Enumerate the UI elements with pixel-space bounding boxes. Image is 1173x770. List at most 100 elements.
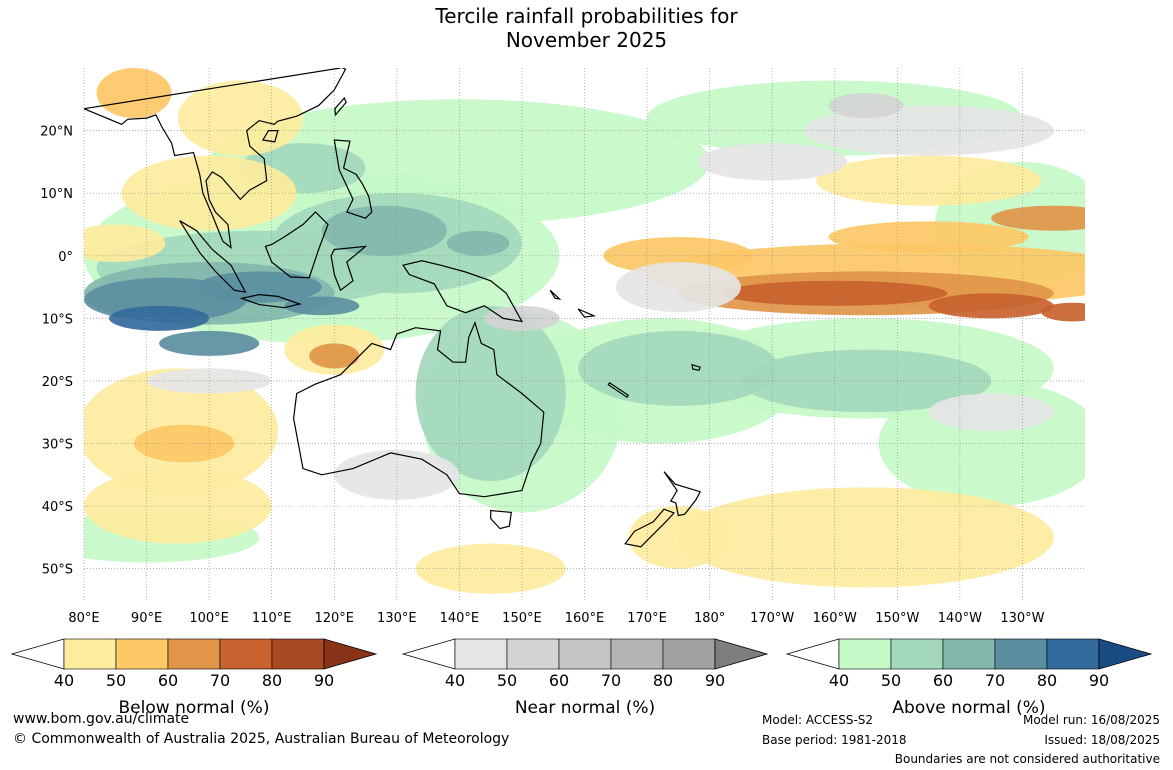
asia-coast	[84, 68, 347, 249]
legend-tick-label: 60	[158, 671, 178, 690]
legend-swatch	[558, 638, 612, 670]
legend-swatch	[662, 638, 716, 670]
base-period: Base period: 1981-2018	[762, 733, 907, 747]
bougainville-coast	[549, 289, 562, 300]
issued-date: Issued: 18/08/2025	[1044, 733, 1160, 747]
legend-swatch	[890, 638, 944, 670]
solomon-coast	[577, 308, 597, 318]
longitude-label: 150°W	[875, 611, 919, 626]
longitude-label: 170°E	[627, 611, 667, 626]
probability-field	[84, 68, 1085, 600]
legend-tick-label: 90	[705, 671, 725, 690]
legends: 40 50 60 70 80 90 Below normal (%) 40 50 60 70 80 90…	[10, 638, 1153, 718]
longitude-label: 130°W	[1000, 611, 1044, 626]
latitude-label: 40°S	[42, 500, 73, 515]
longitude-label: 110°E	[252, 611, 292, 626]
hainan-coast	[261, 130, 279, 143]
legend-tick-label: 60	[549, 671, 569, 690]
fiji-coast	[691, 363, 701, 371]
legend-tick-label: 40	[829, 671, 849, 690]
legend-tick-label: 40	[445, 671, 465, 690]
longitude-label: 140°W	[938, 611, 982, 626]
longitude-label: 160°E	[565, 611, 605, 626]
legend-swatch	[115, 638, 169, 670]
legend-tick-label: 40	[54, 671, 74, 690]
java-coast	[239, 293, 302, 309]
latitude-label: 20°S	[42, 375, 73, 390]
chart-title: Tercile rainfall probabilities for Novem…	[0, 4, 1173, 52]
legend-arrow-left	[10, 638, 65, 670]
legend-tick-label: 50	[881, 671, 901, 690]
legend-swatch	[1046, 638, 1100, 670]
latitude-label: 10°N	[40, 187, 73, 202]
legend-tick-label: 80	[1037, 671, 1057, 690]
longitude-label: 120°E	[314, 611, 354, 626]
longitude-label: 150°E	[502, 611, 542, 626]
longitude-labels: 80°E 90°E 100°E 110°E 120°E 130°E 140°E 150°E 16…	[68, 611, 1044, 626]
legend-arrow-left	[401, 638, 456, 670]
philippines-coast	[333, 139, 373, 219]
legend-swatch	[219, 638, 273, 670]
longitude-label: 80°E	[68, 611, 99, 626]
nz-south-island-coast	[624, 508, 676, 548]
sumatra-coast	[179, 220, 247, 293]
legend-tick-label: 70	[601, 671, 621, 690]
legend-swatch	[942, 638, 996, 670]
model-run: Model run: 16/08/2025	[1022, 713, 1160, 727]
legend-title: Above normal (%)	[892, 698, 1045, 718]
legend-swatch	[610, 638, 664, 670]
legend-tick-label: 50	[497, 671, 517, 690]
tasmania-coast	[490, 509, 512, 530]
longitude-label: 180°	[694, 611, 725, 626]
legend-arrow-left	[785, 638, 840, 670]
borneo-coast	[264, 211, 329, 279]
latitude-label: 10°S	[42, 312, 73, 327]
legend-swatch	[506, 638, 560, 670]
legend-swatch	[63, 638, 117, 670]
legend-1: 40 50 60 70 80 90 Below normal (%)	[10, 638, 378, 718]
longitude-label: 130°E	[377, 611, 417, 626]
sulawesi-coast	[330, 245, 368, 292]
legend-tick-label: 80	[653, 671, 673, 690]
taiwan-coast	[334, 96, 347, 117]
nz-north-island-coast	[663, 471, 702, 517]
latitude-label: 0°	[58, 250, 73, 265]
legend-tick-label: 90	[1089, 671, 1109, 690]
latitude-labels: 20°N 10°N 0° 10°S 20°S 30°S 40°S 50°S	[40, 125, 73, 578]
latitude-label: 30°S	[42, 438, 73, 453]
legend-arrow-right	[714, 638, 769, 670]
latitude-label: 50°S	[42, 563, 73, 578]
graticule	[83, 68, 1085, 600]
copyright: © Commonwealth of Australia 2025, Austra…	[13, 731, 510, 747]
australia-coast	[292, 320, 545, 498]
legend-swatch	[167, 638, 221, 670]
legend-3: 40 50 60 70 80 90 Above normal (%)	[785, 638, 1153, 718]
title-line-1: Tercile rainfall probabilities for	[435, 4, 738, 28]
legend-tick-label: 70	[985, 671, 1005, 690]
new-caledonia-coast	[607, 381, 630, 399]
new-guinea-coast	[402, 260, 524, 323]
longitude-label: 140°E	[440, 611, 480, 626]
legend-title: Below normal (%)	[119, 698, 270, 718]
legend-arrow-right	[1098, 638, 1153, 670]
coastlines	[84, 68, 702, 548]
legend-tick-label: 60	[933, 671, 953, 690]
legend-arrow-right	[323, 638, 378, 670]
legend-tick-label: 70	[210, 671, 230, 690]
longitude-label: 90°E	[131, 611, 162, 626]
longitude-label: 170°W	[750, 611, 794, 626]
legend-tick-label: 80	[262, 671, 282, 690]
legend-tick-label: 50	[106, 671, 126, 690]
source-url: www.bom.gov.au/climate	[13, 711, 190, 727]
legend-swatch	[838, 638, 892, 670]
longitude-label: 100°E	[189, 611, 229, 626]
legend-title: Near normal (%)	[515, 698, 655, 718]
legend-2: 40 50 60 70 80 90 Near normal (%)	[401, 638, 769, 718]
legend-swatch	[994, 638, 1048, 670]
legend-swatch	[454, 638, 508, 670]
boundaries-disclaimer: Boundaries are not considered authoritat…	[894, 752, 1160, 766]
longitude-label: 160°W	[813, 611, 857, 626]
model-name: Model: ACCESS-S2	[762, 713, 874, 727]
legend-swatch	[271, 638, 325, 670]
